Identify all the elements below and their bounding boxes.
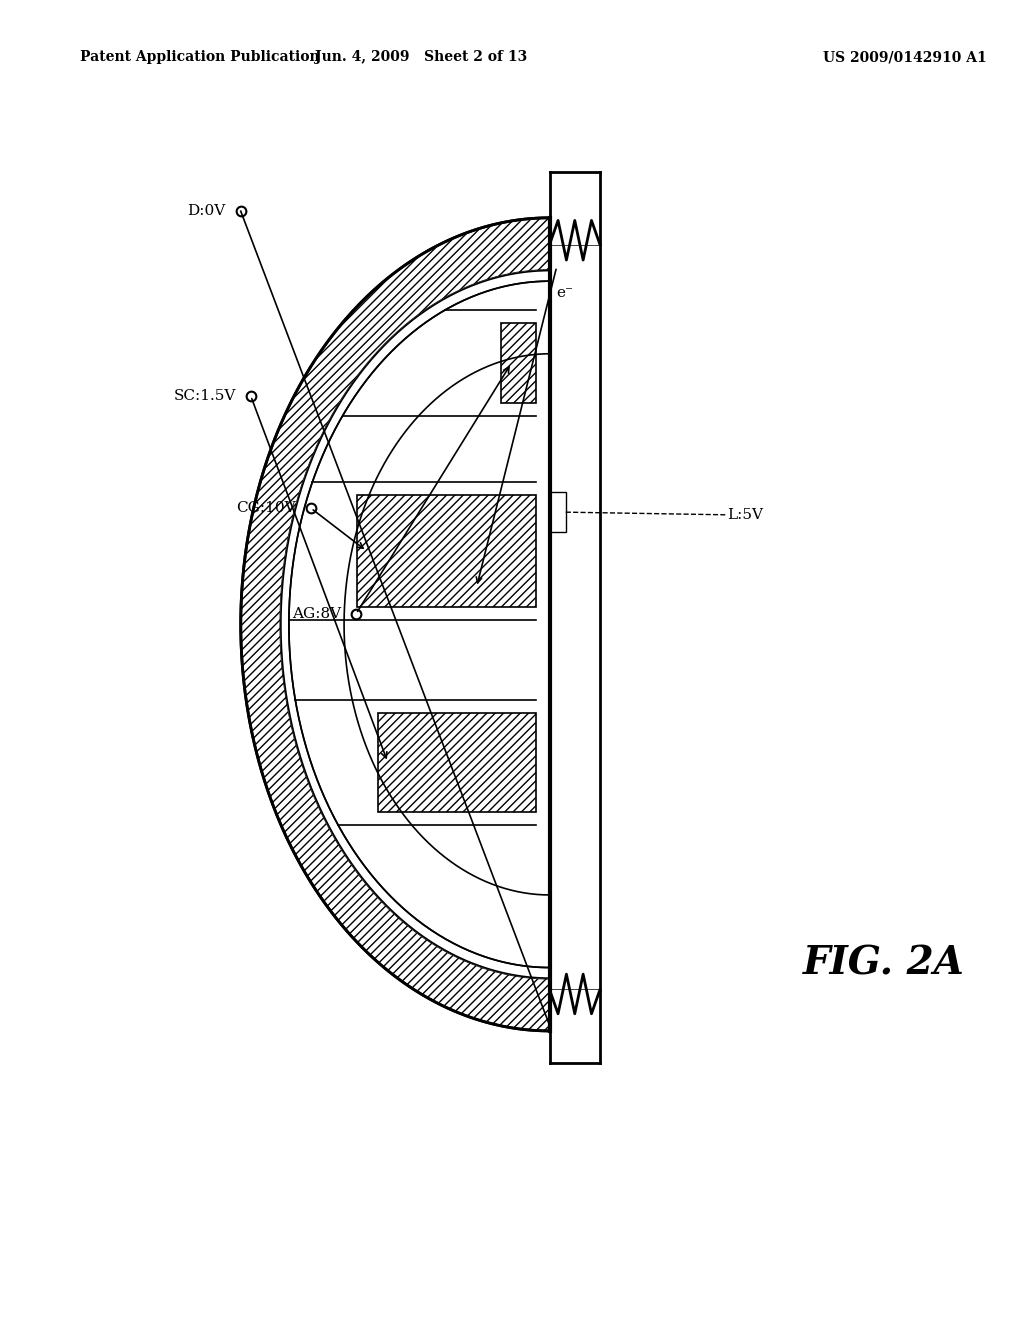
Bar (502, 323, 536, 403)
Text: AG:8V: AG:8V (292, 607, 341, 620)
Polygon shape (281, 271, 550, 978)
Bar (378, 713, 536, 812)
Polygon shape (241, 218, 550, 1031)
Bar (550, 244, 600, 990)
Text: FIG. 2A: FIG. 2A (803, 945, 965, 982)
Polygon shape (241, 218, 550, 1031)
Text: Patent Application Publication: Patent Application Publication (80, 50, 319, 65)
Text: L:5V: L:5V (727, 508, 763, 521)
Bar (356, 495, 536, 607)
Text: SC:1.5V: SC:1.5V (173, 389, 236, 403)
Text: Jun. 4, 2009   Sheet 2 of 13: Jun. 4, 2009 Sheet 2 of 13 (315, 50, 527, 65)
Text: D:0V: D:0V (187, 205, 225, 218)
Text: CG:10V: CG:10V (237, 502, 296, 515)
FancyBboxPatch shape (550, 492, 565, 532)
Text: e⁻: e⁻ (557, 286, 573, 300)
Text: US 2009/0142910 A1: US 2009/0142910 A1 (822, 50, 986, 65)
